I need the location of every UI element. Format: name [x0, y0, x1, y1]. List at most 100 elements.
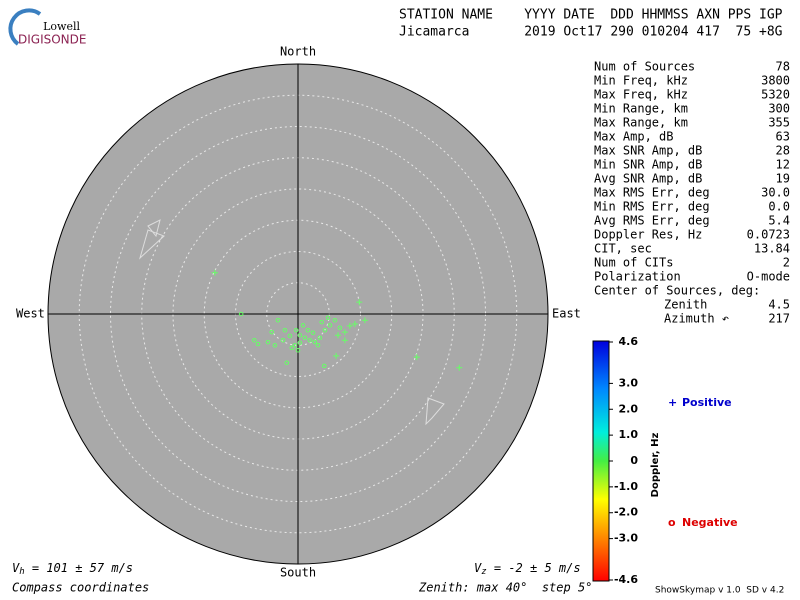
source-circle	[297, 332, 303, 338]
stat-label: Max Range, km	[594, 116, 688, 130]
compass-note: Compass coordinates	[12, 581, 149, 595]
stat-value: 13.84	[754, 242, 790, 256]
header-values: Jicamarca 2019 Oct17 290 010204 417 75 +…	[399, 25, 783, 40]
legend-marker: o	[668, 516, 676, 529]
stat-label: Num of CITs	[594, 256, 673, 270]
source-plus	[351, 321, 358, 327]
source-plus	[346, 322, 353, 329]
source-plus	[335, 332, 341, 339]
stat-value: 355	[768, 116, 790, 130]
colorbar	[592, 340, 610, 582]
source-plus	[341, 337, 348, 344]
source-circle	[255, 341, 261, 347]
stat-value: 0.0	[768, 200, 790, 214]
stat-value: 2	[783, 256, 790, 270]
stat-label: Max RMS Err, deg	[594, 186, 710, 200]
legend-name: Negative	[682, 516, 738, 529]
colorbar-tick-label: -2.0	[614, 506, 638, 519]
stat-label: Min RMS Err, deg	[594, 200, 710, 214]
colorbar-tick-label: -4.6	[614, 573, 638, 586]
logo-top: Lowell	[43, 20, 80, 33]
stat-label: Doppler Res, Hz	[594, 228, 702, 242]
legend-marker: +	[668, 396, 677, 409]
stat-label: Min SNR Amp, dB	[594, 158, 702, 172]
source-circle	[287, 333, 293, 339]
source-circle	[238, 311, 244, 317]
colorbar-title: Doppler, Hz	[650, 433, 661, 498]
source-plus	[211, 269, 218, 276]
source-circle	[251, 337, 257, 343]
stat-value: 28	[776, 144, 790, 158]
source-circle	[327, 322, 333, 328]
logo-swoosh	[8, 8, 42, 46]
stat-label: Max SNR Amp, dB	[594, 144, 702, 158]
center-azimuth-label: Azimuth ↶	[664, 312, 729, 326]
source-circle	[302, 335, 308, 341]
velocity-arrow	[425, 397, 445, 426]
stat-value: 5320	[761, 88, 790, 102]
west-label: West	[16, 307, 45, 321]
stat-label: Avg RMS Err, deg	[594, 214, 710, 228]
source-circle	[284, 360, 290, 366]
vz-sub: z	[481, 567, 486, 577]
zenith-note: Zenith: max 40° step 5°	[418, 581, 592, 595]
stat-label: Num of Sources	[594, 60, 695, 74]
center-title: Center of Sources, deg:	[594, 284, 760, 298]
stat-value: O-mode	[747, 270, 790, 284]
vh-value: = 101 ± 57 m/s	[25, 561, 133, 575]
source-circle	[297, 340, 303, 346]
source-circle	[300, 322, 306, 328]
colorbar-tick-label: 2.0	[619, 402, 639, 415]
source-circle	[319, 319, 325, 325]
stat-value: 63	[776, 130, 790, 144]
stat-value: 30.0	[761, 186, 790, 200]
source-circle	[317, 335, 323, 341]
colorbar-tick-label: -1.0	[614, 480, 638, 493]
source-circle	[322, 327, 328, 333]
center-zenith-label: Zenith	[664, 298, 707, 312]
stat-label: CIT, sec	[594, 242, 652, 256]
legend-name: Positive	[682, 396, 732, 409]
colorbar-tick-label: 1.0	[619, 428, 639, 441]
source-circle	[310, 330, 316, 336]
vh-label: Vh = 101 ± 57 m/s	[12, 561, 133, 577]
header-labels: STATION NAME YYYY DATE DDD HHMMSS AXN PP…	[399, 8, 783, 23]
stat-label: Avg SNR Amp, dB	[594, 172, 702, 186]
source-circle	[282, 327, 288, 333]
source-plus	[356, 299, 363, 306]
center-azimuth: 217	[768, 312, 790, 326]
stat-label: Max Freq, kHz	[594, 88, 688, 102]
source-circle	[292, 342, 298, 348]
south-label: South	[280, 566, 316, 580]
stat-value: 78	[776, 60, 790, 74]
colorbar-tick-label: 4.6	[619, 335, 639, 348]
source-circle	[325, 315, 331, 321]
colorbar-tick-label: -3.0	[614, 532, 638, 545]
source-circle	[321, 363, 327, 369]
vh-symbol: V	[12, 561, 20, 575]
version: ShowSkymap v 1.0 SD v 4.2	[655, 586, 784, 596]
source-plus	[341, 329, 348, 336]
source-circle	[265, 339, 271, 345]
source-circle	[272, 342, 278, 348]
vz-symbol: V	[474, 561, 482, 575]
stat-value: 3800	[761, 74, 790, 88]
source-circle	[315, 342, 321, 348]
source-circle	[307, 337, 313, 343]
vz-label: Vz = -2 ± 5 m/s	[474, 561, 581, 577]
source-circle	[280, 337, 286, 343]
source-circle	[337, 325, 343, 331]
source-circle	[269, 329, 275, 335]
stat-value: 0.0723	[747, 228, 790, 242]
source-circle	[293, 327, 299, 333]
source-circle	[289, 345, 295, 351]
source-plus	[361, 317, 368, 324]
source-circle	[275, 317, 281, 323]
stat-value: 5.4	[768, 214, 790, 228]
vz-value: = -2 ± 5 m/s	[487, 561, 581, 575]
stat-label: Polarization	[594, 270, 681, 284]
center-zenith: 4.5	[768, 298, 790, 312]
stat-label: Max Amp, dB	[594, 130, 673, 144]
stat-label: Min Freq, kHz	[594, 74, 688, 88]
